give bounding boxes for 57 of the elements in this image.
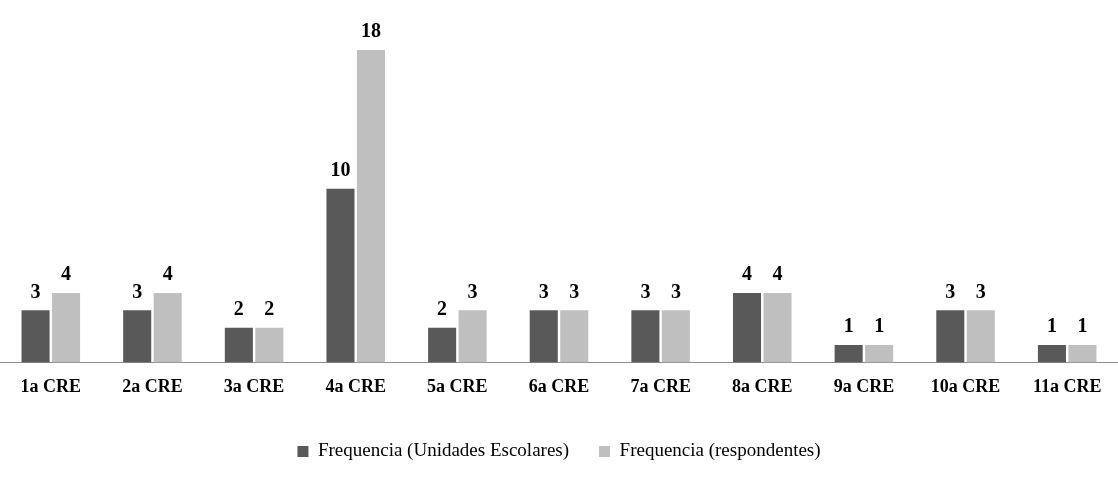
x-tick-label: 9a CRE xyxy=(833,375,895,396)
data-label: 4 xyxy=(61,262,72,285)
bar xyxy=(356,50,385,363)
x-tick-label: 4a CRE xyxy=(325,375,386,396)
bar xyxy=(326,188,355,363)
bar xyxy=(153,292,182,363)
bar xyxy=(529,310,558,363)
bar xyxy=(834,345,863,363)
x-tick-label: 3a CRE xyxy=(223,375,285,396)
legend-label: Frequencia (respondentes) xyxy=(619,439,821,462)
bar xyxy=(936,310,965,363)
bar xyxy=(21,310,50,363)
data-label: 1 xyxy=(874,314,885,337)
x-tick-label: 11a CRE xyxy=(1032,375,1102,396)
x-tick-label: 8a CRE xyxy=(732,375,793,396)
data-label: 3 xyxy=(640,279,651,302)
bar xyxy=(1068,345,1097,363)
x-tick-label: 6a CRE xyxy=(528,375,590,396)
data-label: 4 xyxy=(162,262,173,285)
bar xyxy=(458,310,487,363)
x-tick-label: 5a CRE xyxy=(427,375,488,396)
bar xyxy=(763,292,792,363)
data-label: 10 xyxy=(330,158,351,181)
data-label: 2 xyxy=(437,296,448,319)
data-label: 4 xyxy=(742,262,753,285)
x-tick-label: 1a CRE xyxy=(20,375,82,396)
x-tick-label: 7a CRE xyxy=(630,375,691,396)
bar xyxy=(631,310,660,363)
bar xyxy=(255,327,284,363)
x-tick-label: 10a CRE xyxy=(930,375,1001,396)
data-label: 2 xyxy=(264,296,275,319)
data-label: 3 xyxy=(670,279,681,302)
bar xyxy=(560,310,589,363)
bar xyxy=(661,310,690,363)
bar xyxy=(224,327,253,363)
data-label: 1 xyxy=(843,314,854,337)
data-label: 3 xyxy=(538,279,549,302)
bar xyxy=(733,292,762,363)
bar xyxy=(966,310,995,363)
data-label: 1 xyxy=(1046,314,1057,337)
bar xyxy=(52,292,81,363)
data-label: 1 xyxy=(1077,314,1088,337)
data-label: 3 xyxy=(30,279,41,302)
data-label: 3 xyxy=(945,279,956,302)
bar xyxy=(1037,345,1066,363)
bar xyxy=(865,345,894,363)
x-tick-label: 2a CRE xyxy=(122,375,183,396)
data-label: 2 xyxy=(233,296,244,319)
legend-label: Frequencia (Unidades Escolares) xyxy=(317,439,570,462)
bar xyxy=(123,310,152,363)
data-label: 4 xyxy=(772,262,783,285)
data-label: 3 xyxy=(975,279,986,302)
data-label: 18 xyxy=(360,19,381,42)
bar xyxy=(428,327,457,363)
data-label: 3 xyxy=(569,279,580,302)
data-label: 3 xyxy=(467,279,478,302)
data-label: 3 xyxy=(132,279,143,302)
